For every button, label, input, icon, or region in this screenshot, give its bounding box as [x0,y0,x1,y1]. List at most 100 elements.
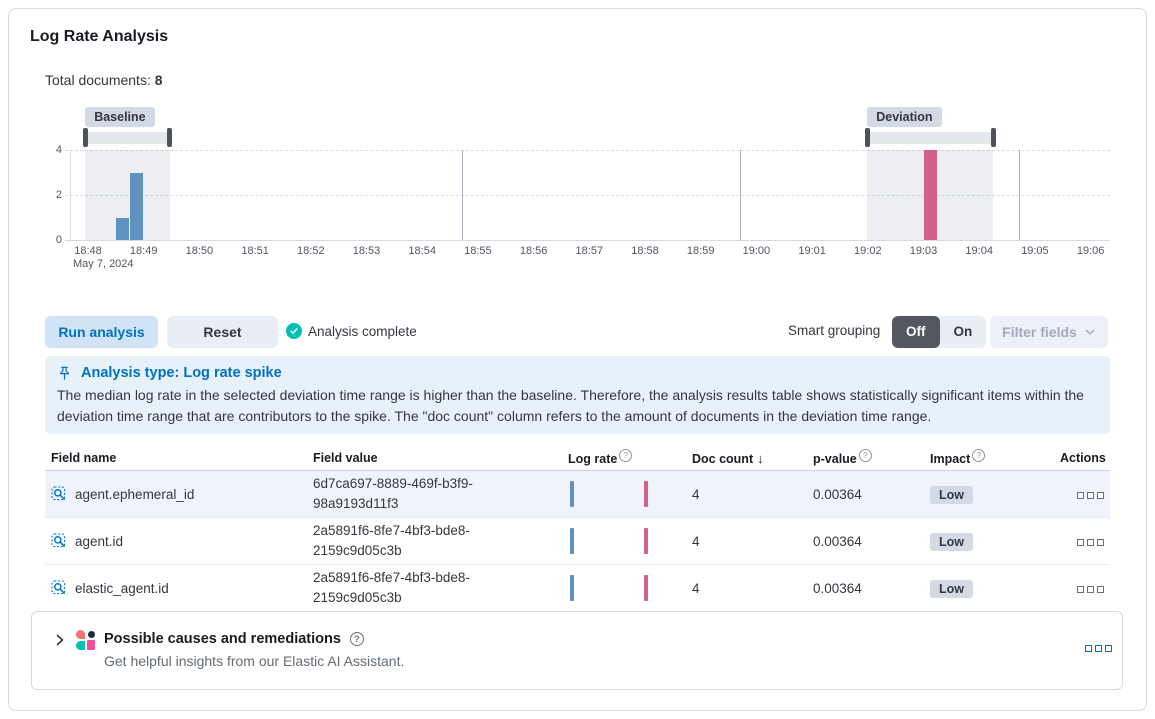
x-axis-tick: 18:59 [686,245,715,257]
possible-causes-title-row[interactable]: Possible causes and remediations ? [104,631,364,647]
impact-badge: Low [930,532,973,551]
baseline-brush-handle-left[interactable] [82,128,88,147]
possible-causes-title: Possible causes and remediations [104,631,341,647]
field-search-icon[interactable] [51,533,67,549]
check-icon [286,323,302,339]
x-axis-tick: 19:01 [798,245,826,257]
total-documents: Total documents: 8 [45,72,163,88]
panel-actions-button[interactable] [1085,645,1112,652]
analysis-type-callout: Analysis type: Log rate spike The median… [45,356,1110,434]
x-axis-tick: 19:04 [965,245,993,257]
row-actions-button[interactable] [1077,538,1104,546]
impact-badge: Low [930,579,973,598]
sparkline-baseline-bar [570,481,574,507]
x-axis-tick: 19:00 [742,245,771,257]
col-impact[interactable]: Impact? [924,449,1054,467]
analysis-type-title-row: Analysis type: Log rate spike [57,365,1098,381]
log-rate-histogram: 0 2 4 Baseline Deviation 18:48 18:49 18:50 18:51… [0,105,1155,275]
log-rate-sparkline [562,521,686,562]
x-axis-tick: 18:56 [519,245,548,257]
y-axis-tick: 4 [55,143,62,156]
col-log-rate[interactable]: Log rate? [562,449,686,467]
field-value-cell: 6d7ca697-8889-469f-b3f9-98a9193d11f3 [313,476,473,511]
p-value-cell: 0.00364 [813,486,862,502]
reset-button[interactable]: Reset [167,316,278,348]
deviation-brush-handle-left[interactable] [864,128,870,147]
y-gridline [65,150,1110,151]
sparkline-baseline-bar [570,575,574,601]
p-value-cell: 0.00364 [813,580,862,596]
deviation-badge: Deviation [867,107,942,127]
x-axis-tick: 18:58 [631,245,659,257]
x-axis-line [65,240,1110,241]
x-axis-tick: 18:48 [74,245,102,257]
col-doc-count[interactable]: Doc count ↓ [692,450,764,466]
actions-cell [1054,581,1110,596]
x-axis-tick: 19:02 [854,245,882,257]
x-axis-date-label: May 7, 2024 [73,258,134,270]
y-axis-line [70,150,71,240]
filter-fields-label: Filter fields [1002,324,1077,340]
x-axis-tick: 18:52 [297,245,325,257]
table-body: agent.ephemeral_id 6d7ca697-8889-469f-b3… [45,471,1110,612]
v-gridline [1018,150,1020,240]
page-title: Log Rate Analysis [30,28,169,45]
v-gridline [740,150,742,240]
doc-count-cell: 4 [692,533,700,549]
smart-grouping-label: Smart grouping [788,323,881,338]
col-actions: Actions [1060,451,1106,465]
info-icon: ? [972,449,986,463]
col-field-name[interactable]: Field name [51,451,117,465]
histogram-bar-baseline [130,172,144,240]
table-row: agent.ephemeral_id 6d7ca697-8889-469f-b3… [45,471,1110,518]
impact-cell: Low [924,532,1054,551]
run-analysis-button[interactable]: Run analysis [45,316,158,348]
info-icon: ? [619,449,633,463]
table-row: agent.id 2a5891f6-8fe7-4bf3-bde8-2159c9d… [45,518,1110,565]
baseline-brush-handle-right[interactable] [167,128,173,147]
chevron-right-icon[interactable] [52,632,68,648]
deviation-brush-track[interactable] [867,132,994,144]
field-name-cell: agent.id [45,533,307,549]
deviation-brush-handle-right[interactable] [990,128,996,147]
field-search-icon[interactable] [51,580,67,596]
pin-icon [59,366,70,380]
doc-count-cell: 4 [692,580,700,596]
baseline-badge: Baseline [85,107,155,127]
status-text: Analysis complete [308,323,417,339]
smart-grouping-toggle: Off On [892,316,987,348]
col-field-value[interactable]: Field value [313,451,378,465]
sparkline-deviation-bar [644,528,648,554]
actions-cell [1054,534,1110,549]
field-name-text: agent.ephemeral_id [75,486,195,502]
log-rate-sparkline [562,474,686,515]
sparkline-deviation-bar [644,575,648,601]
analysis-results-table: Field name Field value Log rate? Doc cou… [45,446,1110,612]
y-axis-tick: 0 [55,233,62,246]
histogram-bar-baseline [116,217,130,240]
sparkline-baseline-bar [570,528,574,554]
help-icon[interactable]: ? [349,632,364,646]
sort-desc-icon: ↓ [757,450,764,466]
field-value-cell: 2a5891f6-8fe7-4bf3-bde8-2159c9d05c3b [313,523,470,558]
row-actions-button[interactable] [1077,491,1104,499]
field-search-icon[interactable] [51,486,67,502]
row-actions-button[interactable] [1077,585,1104,593]
baseline-brush-track[interactable] [85,132,170,144]
x-axis-tick: 18:54 [408,245,436,257]
toggle-on-button[interactable]: On [953,324,973,339]
v-gridline [461,150,463,240]
x-axis-tick: 19:05 [1021,245,1049,257]
x-axis-tick: 18:50 [185,245,214,257]
toggle-off-button[interactable]: Off [892,316,940,348]
actions-cell [1054,487,1110,502]
filter-fields-button[interactable]: Filter fields [990,316,1108,348]
x-axis-tick: 18:53 [352,245,381,257]
info-icon: ? [858,449,872,463]
table-header-row: Field name Field value Log rate? Doc cou… [45,446,1110,471]
analysis-type-text: Analysis type: Log rate spike [81,365,282,381]
col-p-value[interactable]: p-value? [807,449,924,467]
x-axis-tick: 19:06 [1076,245,1105,257]
possible-causes-panel [31,611,1123,690]
field-name-cell: elastic_agent.id [45,580,307,596]
